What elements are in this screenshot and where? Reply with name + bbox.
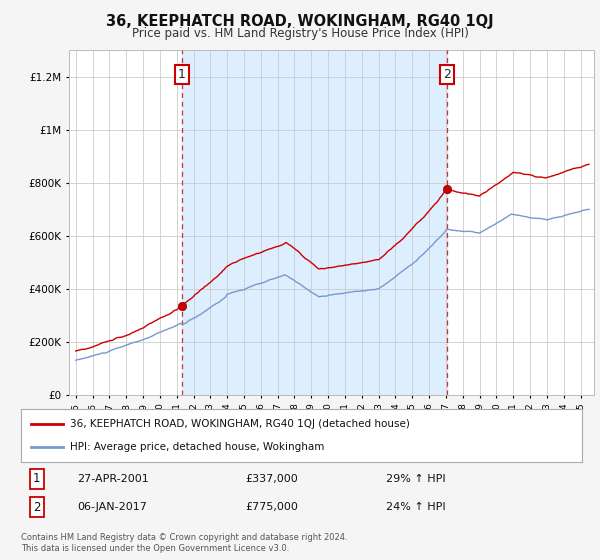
Text: 29% ↑ HPI: 29% ↑ HPI: [386, 474, 445, 484]
Text: 24% ↑ HPI: 24% ↑ HPI: [386, 502, 445, 512]
Text: 36, KEEPHATCH ROAD, WOKINGHAM, RG40 1QJ: 36, KEEPHATCH ROAD, WOKINGHAM, RG40 1QJ: [106, 14, 494, 29]
Text: 36, KEEPHATCH ROAD, WOKINGHAM, RG40 1QJ (detached house): 36, KEEPHATCH ROAD, WOKINGHAM, RG40 1QJ …: [70, 419, 410, 429]
Text: 1: 1: [33, 473, 40, 486]
Bar: [182, 50, 446, 395]
Text: Contains HM Land Registry data © Crown copyright and database right 2024.
This d: Contains HM Land Registry data © Crown c…: [21, 533, 347, 553]
Text: HPI: Average price, detached house, Wokingham: HPI: Average price, detached house, Woki…: [70, 442, 325, 452]
Text: 1: 1: [178, 68, 186, 81]
Text: £337,000: £337,000: [245, 474, 298, 484]
Text: 06-JAN-2017: 06-JAN-2017: [77, 502, 147, 512]
Text: £775,000: £775,000: [245, 502, 298, 512]
Text: 27-APR-2001: 27-APR-2001: [77, 474, 149, 484]
Text: Price paid vs. HM Land Registry's House Price Index (HPI): Price paid vs. HM Land Registry's House …: [131, 27, 469, 40]
Text: 2: 2: [33, 501, 40, 514]
Text: 2: 2: [443, 68, 451, 81]
